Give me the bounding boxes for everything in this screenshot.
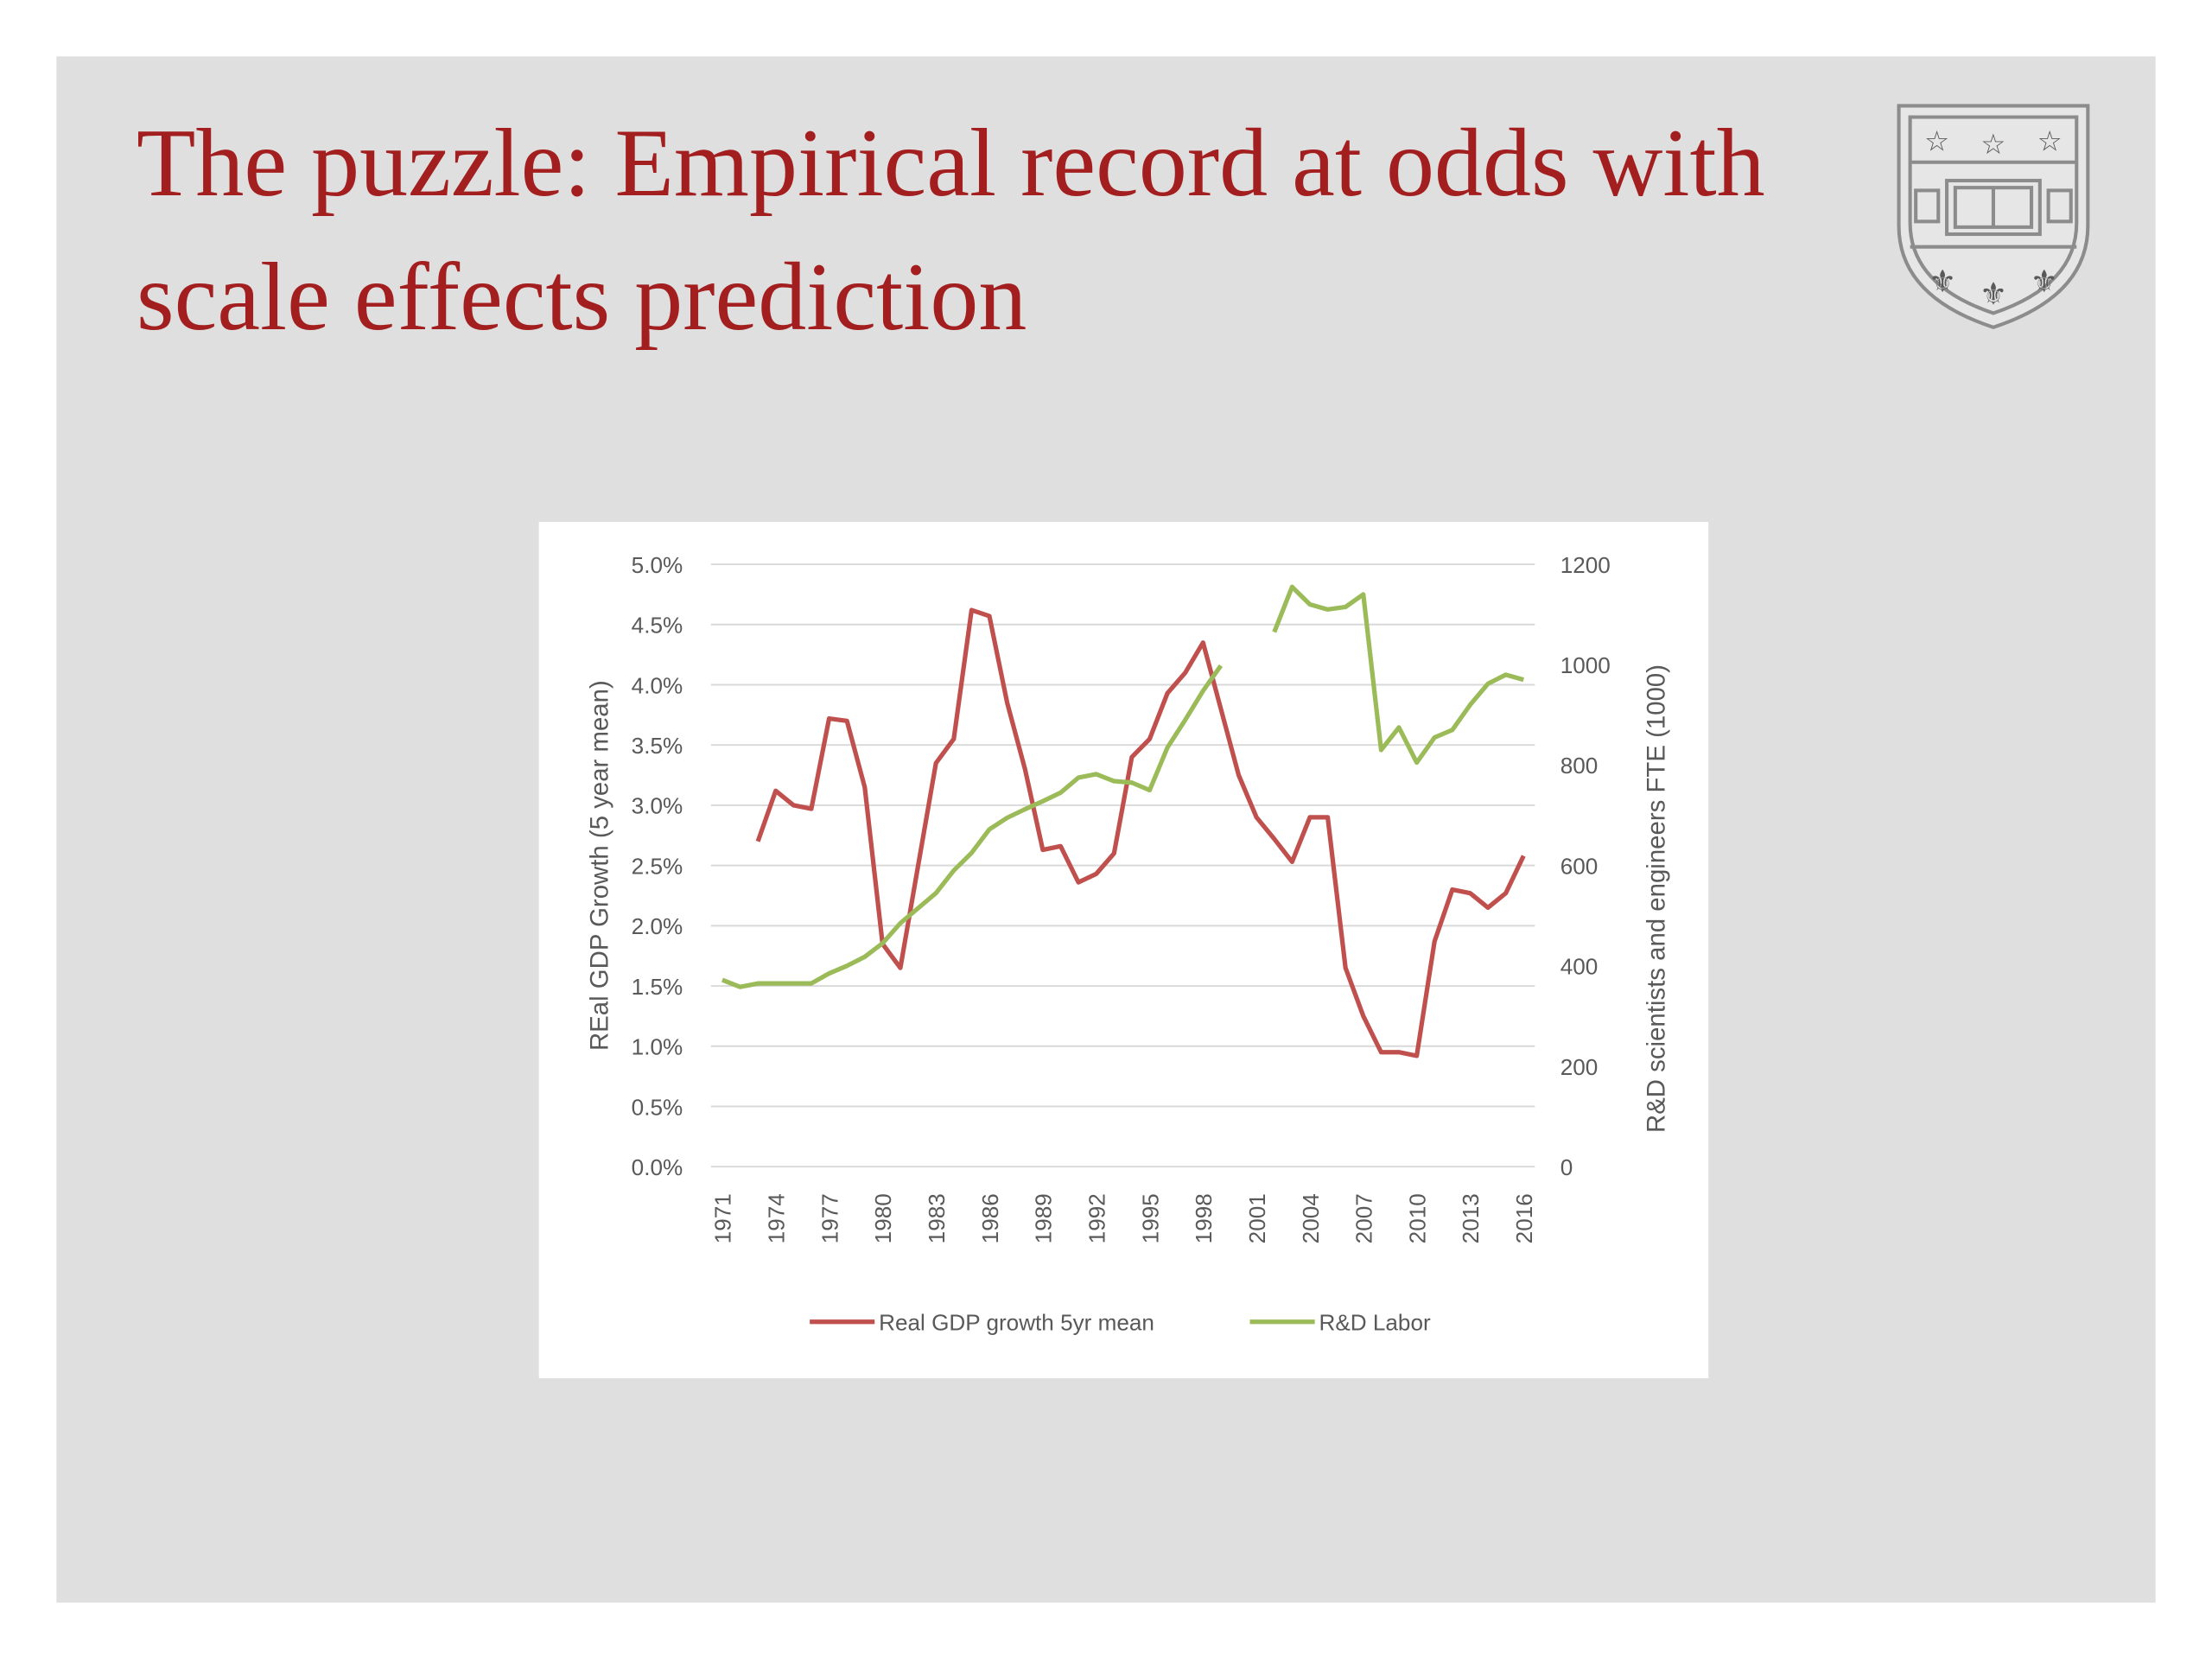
- slide-title: The puzzle: Empirical record at odds wit…: [137, 110, 1765, 351]
- x-tick-label: 1980: [870, 1193, 896, 1243]
- x-tick-label: 1971: [710, 1193, 736, 1243]
- legend-label: R&D Labor: [1319, 1310, 1431, 1336]
- x-tick-label: 1974: [764, 1193, 790, 1243]
- y-axis-title: REal GDP Growth (5 year mean): [586, 680, 614, 1051]
- x-tick-label: 2013: [1458, 1193, 1484, 1243]
- y-tick-label: 0.0%: [632, 1154, 683, 1180]
- chart-panel: [538, 522, 1709, 1379]
- y-tick-label: 2.5%: [632, 853, 683, 879]
- y2-axis-title: R&D scientists and engineers FTE (1000): [1643, 664, 1671, 1133]
- svg-text:☆: ☆: [1924, 125, 1949, 157]
- svg-text:⚜: ⚜: [2031, 264, 2058, 299]
- y2-tick-label: 200: [1560, 1054, 1599, 1080]
- svg-text:⚜: ⚜: [1980, 276, 2007, 312]
- x-tick-label: 1989: [1031, 1193, 1057, 1243]
- y-tick-label: 0.5%: [632, 1094, 683, 1120]
- y-tick-label: 4.0%: [632, 672, 683, 698]
- y-tick-label: 4.5%: [632, 613, 683, 639]
- x-tick-label: 2016: [1511, 1193, 1537, 1243]
- x-tick-label: 2001: [1244, 1193, 1270, 1243]
- y2-tick-label: 600: [1560, 853, 1599, 879]
- svg-text:⚜: ⚜: [1929, 264, 1956, 299]
- y-tick-label: 2.0%: [632, 913, 683, 939]
- university-seal: ☆ ☆ ☆ ⚜ ⚜ ⚜: [1897, 104, 2090, 329]
- svg-text:☆: ☆: [1980, 128, 2005, 160]
- y-tick-label: 3.0%: [632, 793, 683, 819]
- data-line: [755, 607, 1526, 1058]
- chart: 0.0% 0.5% 1.0% 1.5% 2.0% 2.5% 3.0% 3.5% 4.0% 4.5%…: [586, 552, 1671, 1336]
- y2-tick-label: 400: [1560, 954, 1599, 980]
- x-tick-label: 2004: [1298, 1193, 1324, 1243]
- x-tick-label: 1998: [1191, 1193, 1217, 1243]
- y-tick-label: 3.5%: [632, 733, 683, 759]
- x-tick-label: 1977: [817, 1193, 842, 1243]
- x-tick-label: 1986: [977, 1193, 1003, 1243]
- y-tick-label: 1.0%: [632, 1034, 683, 1060]
- x-tick-label: 2007: [1351, 1193, 1377, 1243]
- y2-tick-label: 800: [1560, 753, 1599, 779]
- x-tick-label: 1983: [924, 1193, 950, 1243]
- data-line: [721, 584, 1524, 989]
- svg-text:☆: ☆: [2037, 125, 2063, 157]
- x-tick-label: 1995: [1137, 1193, 1163, 1243]
- y2-tick-label: 1000: [1560, 652, 1611, 678]
- y-tick-label: 5.0%: [632, 552, 683, 578]
- legend-label: Real GDP growth 5yr mean: [879, 1310, 1154, 1336]
- y-tick-label: 1.5%: [632, 974, 683, 1000]
- y2-tick-label: 1200: [1560, 552, 1611, 578]
- y2-tick-label: 0: [1560, 1154, 1573, 1180]
- x-tick-label: 2010: [1404, 1193, 1430, 1243]
- x-tick-label: 1992: [1084, 1193, 1109, 1243]
